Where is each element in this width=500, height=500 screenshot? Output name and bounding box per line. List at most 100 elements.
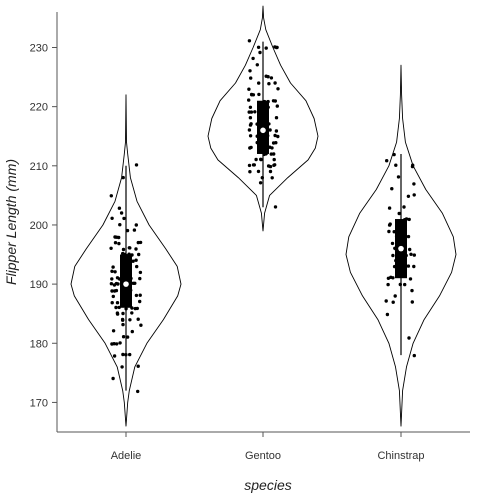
data-point [134,247,138,251]
data-point [248,146,252,150]
data-point [136,364,140,368]
data-point [118,223,122,227]
iqr-box [120,254,132,308]
data-point [109,194,114,198]
data-point [273,205,278,209]
data-point [266,164,271,168]
data-point [257,92,261,97]
data-point [117,235,121,240]
data-point [410,164,415,169]
y-ticks: 170 180 190 200 210 220 230 [30,42,57,409]
data-point [247,128,252,132]
data-point [273,99,277,103]
data-point [121,335,126,339]
data-point [269,152,273,156]
data-point [110,289,114,293]
median-marker [123,281,129,287]
data-point [407,336,411,340]
data-point [247,87,251,91]
data-point [121,247,126,252]
data-point [131,281,135,285]
data-point [276,134,280,139]
data-point [109,282,114,286]
data-point [115,342,119,346]
data-point [251,56,255,61]
data-point [118,341,122,345]
data-point [394,163,398,167]
data-point [134,163,139,167]
violin-outline [345,64,457,427]
data-point [255,63,259,67]
data-point [136,317,140,321]
data-point [130,329,134,334]
data-point [110,269,114,273]
x-tick-label: Chinstrap [377,450,424,462]
data-point [112,289,117,293]
data-point [264,46,268,50]
data-point [252,163,256,167]
data-point [125,228,130,233]
data-point [391,253,395,258]
data-point [113,241,118,245]
data-point [384,299,388,303]
data-point [134,223,138,227]
y-tick-label: 180 [30,338,48,350]
data-point [256,45,261,49]
data-point [248,116,253,120]
data-point [274,129,279,133]
data-point [248,69,252,73]
data-point [128,246,132,250]
data-point [253,110,257,114]
data-point [406,264,411,268]
data-point [117,206,122,210]
data-point [135,264,139,269]
data-point [275,104,279,108]
y-tick-label: 170 [30,397,48,409]
data-point [273,133,277,138]
data-point [273,81,277,85]
data-point [121,175,125,180]
data-point [121,318,125,322]
y-tick-label: 230 [30,42,48,54]
x-tick-label: Adelie [111,450,142,462]
data-point [409,252,413,256]
data-point [121,352,125,357]
data-point [248,105,253,110]
data-point [268,169,273,174]
data-point [249,122,253,126]
violin-chinstrap [345,64,457,427]
data-point [111,294,116,299]
data-point [406,234,411,239]
data-point [128,352,132,357]
data-point [119,211,124,215]
data-point [408,277,413,281]
data-point [117,241,121,246]
data-point [111,329,116,333]
data-point [390,241,395,246]
data-point [403,282,407,287]
data-point [412,193,416,197]
data-point [110,277,114,281]
data-point [138,270,143,275]
data-point [111,265,115,269]
data-point [125,335,130,339]
data-point [248,170,252,174]
data-point [112,283,117,287]
y-tick-label: 210 [30,161,48,173]
data-point [269,76,274,80]
data-point [247,98,251,102]
data-point [396,175,401,179]
data-point [114,305,118,310]
data-point [110,301,114,305]
data-point [270,176,274,180]
data-point [130,311,134,315]
data-point [249,76,253,80]
data-point [389,275,393,279]
y-tick-label: 200 [30,220,48,232]
data-point [408,247,412,252]
data-point [387,223,392,227]
data-point [272,157,276,162]
data-point [254,157,258,162]
data-point [248,134,253,138]
data-point [387,206,392,210]
